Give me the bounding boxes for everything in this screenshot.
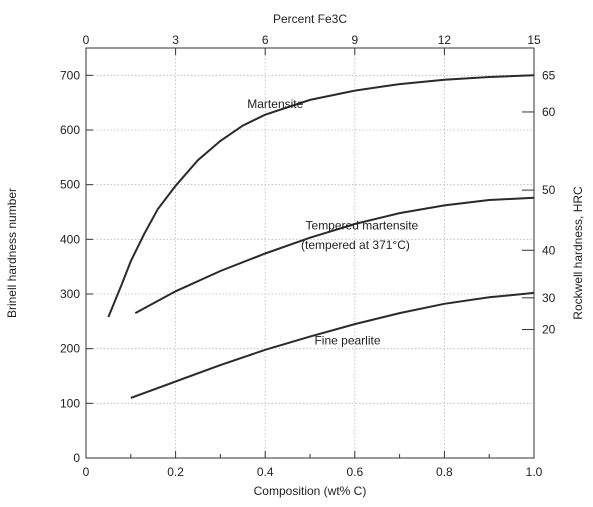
tick-labels: 0 0.2 0.4 0.6 0.8 1.0 0 100 200 300 400 500 600 700 0 3… bbox=[60, 33, 556, 479]
curve-martensite bbox=[107, 74, 535, 318]
y-tick-label: 400 bbox=[60, 232, 80, 246]
right-tick-label: 30 bbox=[542, 291, 556, 305]
y-tick-label: 500 bbox=[60, 178, 80, 192]
curve-annotation: (tempered at 371°C) bbox=[301, 238, 410, 252]
top-tick-label: 6 bbox=[262, 33, 269, 47]
grid-lines bbox=[86, 48, 534, 458]
top-tick-label: 9 bbox=[351, 33, 358, 47]
curve-annotation: Tempered martensite bbox=[306, 218, 419, 232]
top-tick-label: 3 bbox=[172, 33, 179, 47]
curve-annotations: Martensite Tempered martensite (tempered a… bbox=[247, 97, 418, 347]
y-tick-label: 100 bbox=[60, 396, 80, 410]
x-tick-label: 1.0 bbox=[526, 465, 543, 479]
y-tick-label: 300 bbox=[60, 287, 80, 301]
right-tick-label: 60 bbox=[542, 105, 556, 119]
right-tick-label: 20 bbox=[542, 323, 556, 337]
top-tick-label: 12 bbox=[438, 33, 452, 47]
curve-tempered-martensite bbox=[134, 196, 535, 314]
right-tick-label: 65 bbox=[542, 68, 556, 82]
curve-annotation: Martensite bbox=[247, 97, 303, 111]
y-axis-title: Brinell hardness number bbox=[5, 188, 19, 318]
curve-fine-pearlite bbox=[130, 291, 535, 399]
x-tick-label: 0 bbox=[83, 465, 90, 479]
top-axis-title: Percent Fe3C bbox=[273, 12, 347, 26]
right-tick-label: 40 bbox=[542, 243, 556, 257]
plot-frame bbox=[85, 47, 535, 459]
x-axis-title: Composition (wt% C) bbox=[254, 484, 367, 498]
y-tick-label: 600 bbox=[60, 123, 80, 137]
x-tick-label: 0.6 bbox=[346, 465, 363, 479]
data-curves bbox=[107, 74, 535, 399]
x-tick-label: 0.2 bbox=[167, 465, 184, 479]
axis-ticks bbox=[85, 48, 535, 459]
right-axis-title: Rockwell hardness, HRC bbox=[571, 186, 585, 320]
curve-annotation: Fine pearlite bbox=[314, 333, 380, 347]
y-tick-label: 700 bbox=[60, 68, 80, 82]
x-tick-label: 0.8 bbox=[436, 465, 453, 479]
x-tick-label: 0.4 bbox=[257, 465, 274, 479]
top-tick-label: 15 bbox=[527, 33, 541, 47]
y-tick-label: 0 bbox=[73, 451, 80, 465]
top-tick-label: 0 bbox=[83, 33, 90, 47]
y-tick-label: 200 bbox=[60, 342, 80, 356]
right-tick-label: 50 bbox=[542, 183, 556, 197]
